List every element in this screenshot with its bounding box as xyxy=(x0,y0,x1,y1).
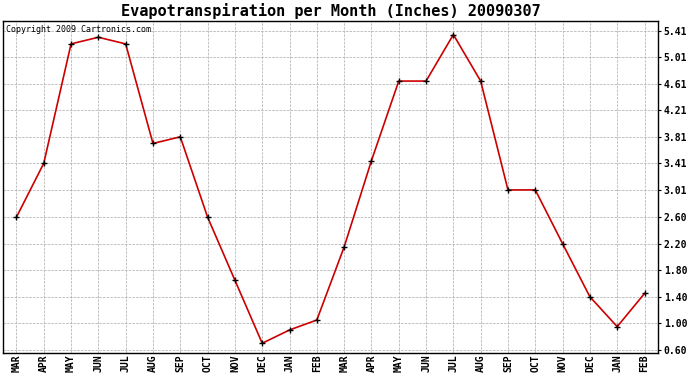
Title: Evapotranspiration per Month (Inches) 20090307: Evapotranspiration per Month (Inches) 20… xyxy=(121,3,540,19)
Text: Copyright 2009 Cartronics.com: Copyright 2009 Cartronics.com xyxy=(6,25,151,34)
